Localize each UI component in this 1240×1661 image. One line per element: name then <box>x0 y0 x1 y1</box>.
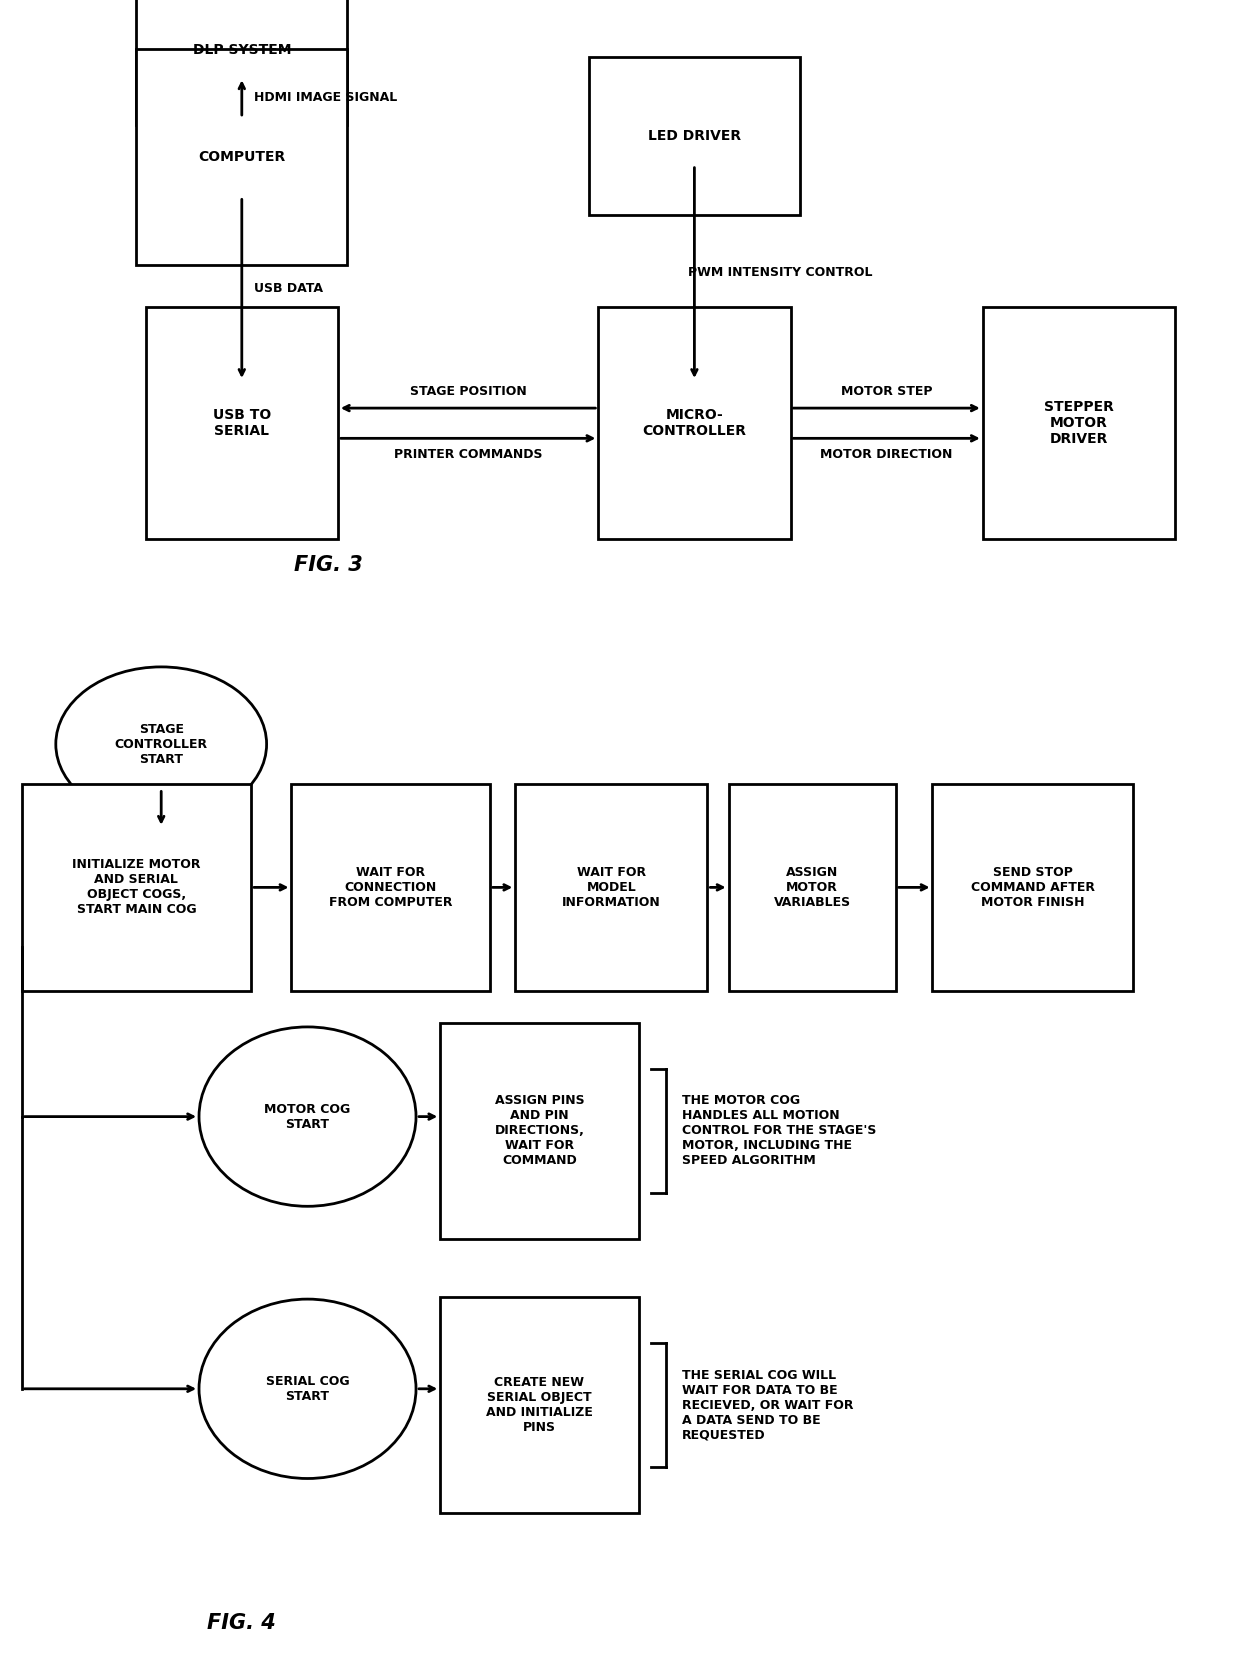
Text: SERIAL COG
START: SERIAL COG START <box>265 1375 350 1404</box>
Text: INITIALIZE MOTOR
AND SERIAL
OBJECT COGS,
START MAIN COG: INITIALIZE MOTOR AND SERIAL OBJECT COGS,… <box>72 859 201 917</box>
Text: STEPPER
MOTOR
DRIVER: STEPPER MOTOR DRIVER <box>1044 400 1114 447</box>
Text: USB TO
SERIAL: USB TO SERIAL <box>213 409 270 439</box>
Text: PWM INTENSITY CONTROL: PWM INTENSITY CONTROL <box>688 266 873 279</box>
Text: MOTOR STEP: MOTOR STEP <box>841 385 932 399</box>
Text: SEND STOP
COMMAND AFTER
MOTOR FINISH: SEND STOP COMMAND AFTER MOTOR FINISH <box>971 865 1095 909</box>
FancyBboxPatch shape <box>136 50 347 266</box>
FancyBboxPatch shape <box>599 307 791 540</box>
Text: THE SERIAL COG WILL
WAIT FOR DATA TO BE
RECIEVED, OR WAIT FOR
A DATA SEND TO BE
: THE SERIAL COG WILL WAIT FOR DATA TO BE … <box>682 1369 853 1442</box>
Text: MICRO-
CONTROLLER: MICRO- CONTROLLER <box>642 409 746 439</box>
Text: USB DATA: USB DATA <box>254 282 324 296</box>
Text: HDMI IMAGE SIGNAL: HDMI IMAGE SIGNAL <box>254 91 398 105</box>
Text: MOTOR COG
START: MOTOR COG START <box>264 1103 351 1131</box>
Text: WAIT FOR
CONNECTION
FROM COMPUTER: WAIT FOR CONNECTION FROM COMPUTER <box>329 865 453 909</box>
FancyBboxPatch shape <box>440 1297 639 1513</box>
Text: DLP SYSTEM: DLP SYSTEM <box>192 43 291 56</box>
Text: STAGE
CONTROLLER
START: STAGE CONTROLLER START <box>114 723 208 766</box>
FancyBboxPatch shape <box>589 56 800 214</box>
Text: PRINTER COMMANDS: PRINTER COMMANDS <box>394 448 542 462</box>
Text: COMPUTER: COMPUTER <box>198 149 285 164</box>
Text: ASSIGN
MOTOR
VARIABLES: ASSIGN MOTOR VARIABLES <box>774 865 851 909</box>
Text: ASSIGN PINS
AND PIN
DIRECTIONS,
WAIT FOR
COMMAND: ASSIGN PINS AND PIN DIRECTIONS, WAIT FOR… <box>495 1095 584 1168</box>
Ellipse shape <box>56 668 267 822</box>
Text: FIG. 3: FIG. 3 <box>294 555 363 575</box>
FancyBboxPatch shape <box>516 784 707 992</box>
Text: STAGE POSITION: STAGE POSITION <box>409 385 527 399</box>
FancyBboxPatch shape <box>932 784 1133 992</box>
Text: FIG. 4: FIG. 4 <box>207 1613 277 1633</box>
FancyBboxPatch shape <box>729 784 895 992</box>
FancyBboxPatch shape <box>291 784 490 992</box>
Ellipse shape <box>198 1026 415 1206</box>
FancyBboxPatch shape <box>982 307 1176 540</box>
FancyBboxPatch shape <box>136 0 347 125</box>
FancyBboxPatch shape <box>440 1023 639 1239</box>
FancyBboxPatch shape <box>146 307 337 540</box>
Text: WAIT FOR
MODEL
INFORMATION: WAIT FOR MODEL INFORMATION <box>562 865 661 909</box>
Text: THE MOTOR COG
HANDLES ALL MOTION
CONTROL FOR THE STAGE'S
MOTOR, INCLUDING THE
SP: THE MOTOR COG HANDLES ALL MOTION CONTROL… <box>682 1095 877 1168</box>
Text: LED DRIVER: LED DRIVER <box>647 130 742 143</box>
FancyBboxPatch shape <box>22 784 250 992</box>
Text: MOTOR DIRECTION: MOTOR DIRECTION <box>821 448 952 462</box>
Ellipse shape <box>198 1299 415 1478</box>
Text: CREATE NEW
SERIAL OBJECT
AND INITIALIZE
PINS: CREATE NEW SERIAL OBJECT AND INITIALIZE … <box>486 1375 593 1433</box>
